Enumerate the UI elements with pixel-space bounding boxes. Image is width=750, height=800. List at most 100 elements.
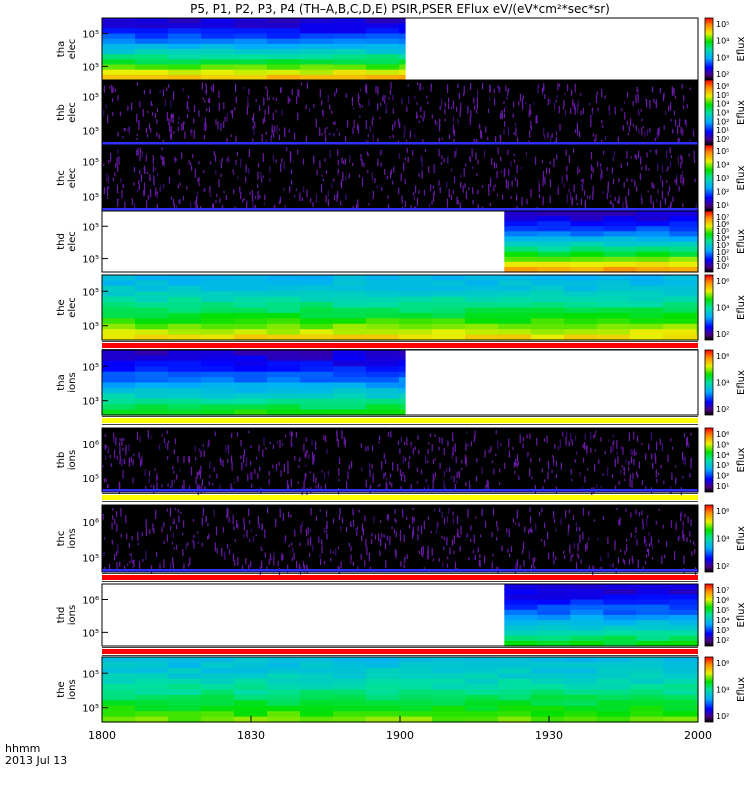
panel-frame: [101, 504, 699, 573]
noise-speck: [182, 121, 184, 131]
noise-speck: [272, 97, 274, 100]
noise-speck: [106, 173, 108, 182]
spectrogram-cell: [333, 366, 367, 373]
noise-speck: [198, 472, 200, 476]
noise-speck: [329, 549, 332, 555]
noise-speck: [571, 439, 573, 446]
noise-speck: [156, 191, 158, 199]
noise-speck: [442, 562, 444, 567]
noise-speck: [218, 90, 220, 99]
noise-speck: [544, 522, 546, 529]
spectrogram-cell: [102, 329, 136, 336]
noise-speck: [595, 134, 597, 142]
noise-speck: [641, 442, 643, 445]
colorbar-label: Eflux: [736, 165, 747, 190]
noise-speck: [440, 98, 443, 108]
spectrogram-cell: [135, 382, 169, 389]
spectrogram-cell: [669, 625, 699, 632]
noise-speck: [454, 151, 456, 158]
noise-speck: [622, 201, 624, 211]
spectrogram-cell: [636, 640, 670, 647]
noise-speck: [137, 531, 139, 541]
noise-speck: [186, 101, 188, 110]
noise-speck: [209, 97, 211, 103]
spectrogram-cell: [399, 678, 433, 685]
spectrogram-cell: [135, 334, 169, 341]
spectrogram-cell: [696, 684, 699, 691]
noise-speck: [655, 99, 657, 109]
noise-speck: [561, 175, 563, 184]
spectrogram-cell: [102, 280, 136, 287]
noise-speck: [168, 118, 170, 126]
spectrogram-cell: [630, 302, 664, 309]
spectrogram-cell: [366, 323, 400, 330]
noise-speck: [663, 480, 665, 484]
noise-speck: [313, 454, 315, 462]
noise-speck: [287, 96, 289, 104]
noise-speck: [446, 468, 448, 473]
noise-speck: [155, 187, 157, 196]
noise-speck: [191, 539, 193, 543]
noise-speck: [518, 101, 520, 106]
spectrogram-cell: [300, 323, 334, 330]
noise-speck: [156, 203, 158, 206]
noise-speck: [530, 457, 532, 463]
spectrogram-cell: [636, 261, 670, 268]
noise-speck: [484, 555, 486, 564]
noise-speck: [499, 482, 501, 485]
noise-speck: [203, 450, 205, 458]
noise-speck: [439, 437, 441, 443]
noise-speck: [577, 130, 579, 136]
colorbar-tick-label: 10²: [716, 712, 729, 721]
spectrogram-cell: [465, 662, 499, 669]
noise-speck: [174, 161, 176, 164]
spectrogram-cell: [234, 398, 268, 405]
noise-speck: [303, 479, 305, 483]
noise-speck: [630, 532, 632, 538]
noise-speck: [353, 119, 355, 128]
noise-speck: [369, 566, 371, 571]
noise-speck: [594, 449, 596, 452]
noise-speck: [197, 178, 199, 183]
noise-speck: [425, 455, 427, 464]
noise-speck: [112, 508, 114, 511]
noise-speck: [623, 466, 625, 476]
spectrogram-cell: [696, 318, 699, 325]
colorbar-gradient: [704, 504, 714, 573]
noise-speck: [168, 84, 170, 88]
noise-speck: [569, 544, 571, 554]
noise-speck: [231, 487, 233, 490]
colorbar-tick-label: 10²: [716, 405, 729, 414]
noise-speck: [477, 547, 479, 553]
noise-speck: [152, 165, 155, 173]
spectrogram-cell: [201, 716, 235, 723]
noise-speck: [234, 560, 236, 566]
noise-speck: [133, 166, 135, 173]
noise-speck: [243, 517, 245, 523]
spectrogram-cell: [636, 625, 670, 632]
noise-speck: [351, 460, 353, 469]
noise-speck: [682, 105, 685, 110]
noise-speck: [459, 545, 461, 552]
noise-speck: [278, 127, 281, 131]
noise-speck: [119, 111, 121, 117]
noise-speck: [300, 525, 302, 534]
spectrogram-cell: [465, 657, 499, 663]
spectrogram-cell: [669, 630, 699, 637]
noise-speck: [336, 194, 338, 202]
noise-speck: [143, 189, 145, 197]
spectrogram-cell: [696, 329, 699, 336]
spectrogram-cell: [333, 684, 367, 691]
noise-speck: [462, 185, 464, 193]
spectrogram-cell: [102, 382, 136, 389]
noise-speck: [293, 552, 295, 560]
colorbar-tick-label: 10¹: [716, 126, 729, 135]
colorbar-label: Eflux: [736, 677, 747, 702]
spectrogram-cell: [636, 226, 670, 232]
spectrogram-cell: [102, 275, 136, 281]
noise-speck: [486, 479, 488, 488]
noise-speck: [435, 530, 437, 534]
noise-speck: [321, 545, 323, 554]
spectrogram-cell: [663, 662, 697, 669]
noise-speck: [170, 100, 172, 108]
